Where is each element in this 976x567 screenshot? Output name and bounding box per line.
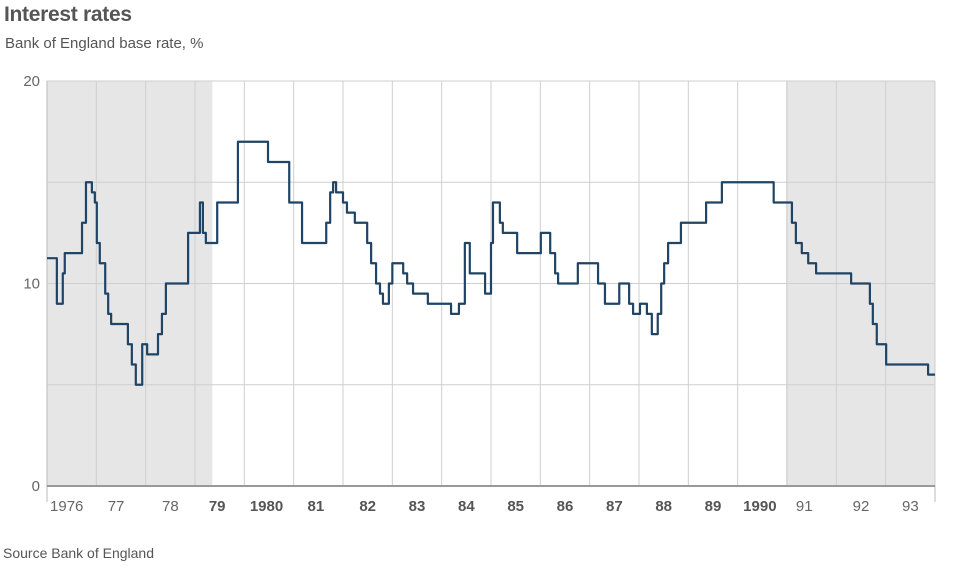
x-tick-label: 85 [507, 498, 524, 515]
x-tick-label: 91 [796, 498, 813, 515]
x-tick-label: 78 [162, 498, 179, 515]
x-tick-label: 1976 [50, 498, 83, 515]
y-tick-label: 0 [32, 478, 40, 495]
x-tick-label: 93 [902, 498, 919, 515]
x-tick-label: 79 [209, 498, 226, 515]
y-tick-label: 20 [23, 73, 40, 90]
x-tick-label: 86 [557, 498, 574, 515]
x-tick-label: 84 [458, 498, 475, 515]
x-tick-label: 1990 [743, 498, 776, 515]
x-tick-label: 82 [359, 498, 376, 515]
chart-title: Interest rates [4, 3, 132, 26]
chart-subtitle: Bank of England base rate, % [5, 35, 204, 52]
source-note: Source Bank of England [3, 545, 154, 561]
x-tick-label: 83 [409, 498, 426, 515]
x-tick-label: 88 [655, 498, 672, 515]
x-tick-label: 89 [705, 498, 722, 515]
x-tick-label: 81 [308, 498, 325, 515]
x-tick-label: 1980 [250, 498, 283, 515]
y-tick-label: 10 [23, 276, 40, 293]
x-tick-label: 87 [606, 498, 623, 515]
base-rate-line [47, 140, 935, 386]
x-tick-label: 77 [108, 498, 125, 515]
x-tick-label: 92 [853, 498, 870, 515]
